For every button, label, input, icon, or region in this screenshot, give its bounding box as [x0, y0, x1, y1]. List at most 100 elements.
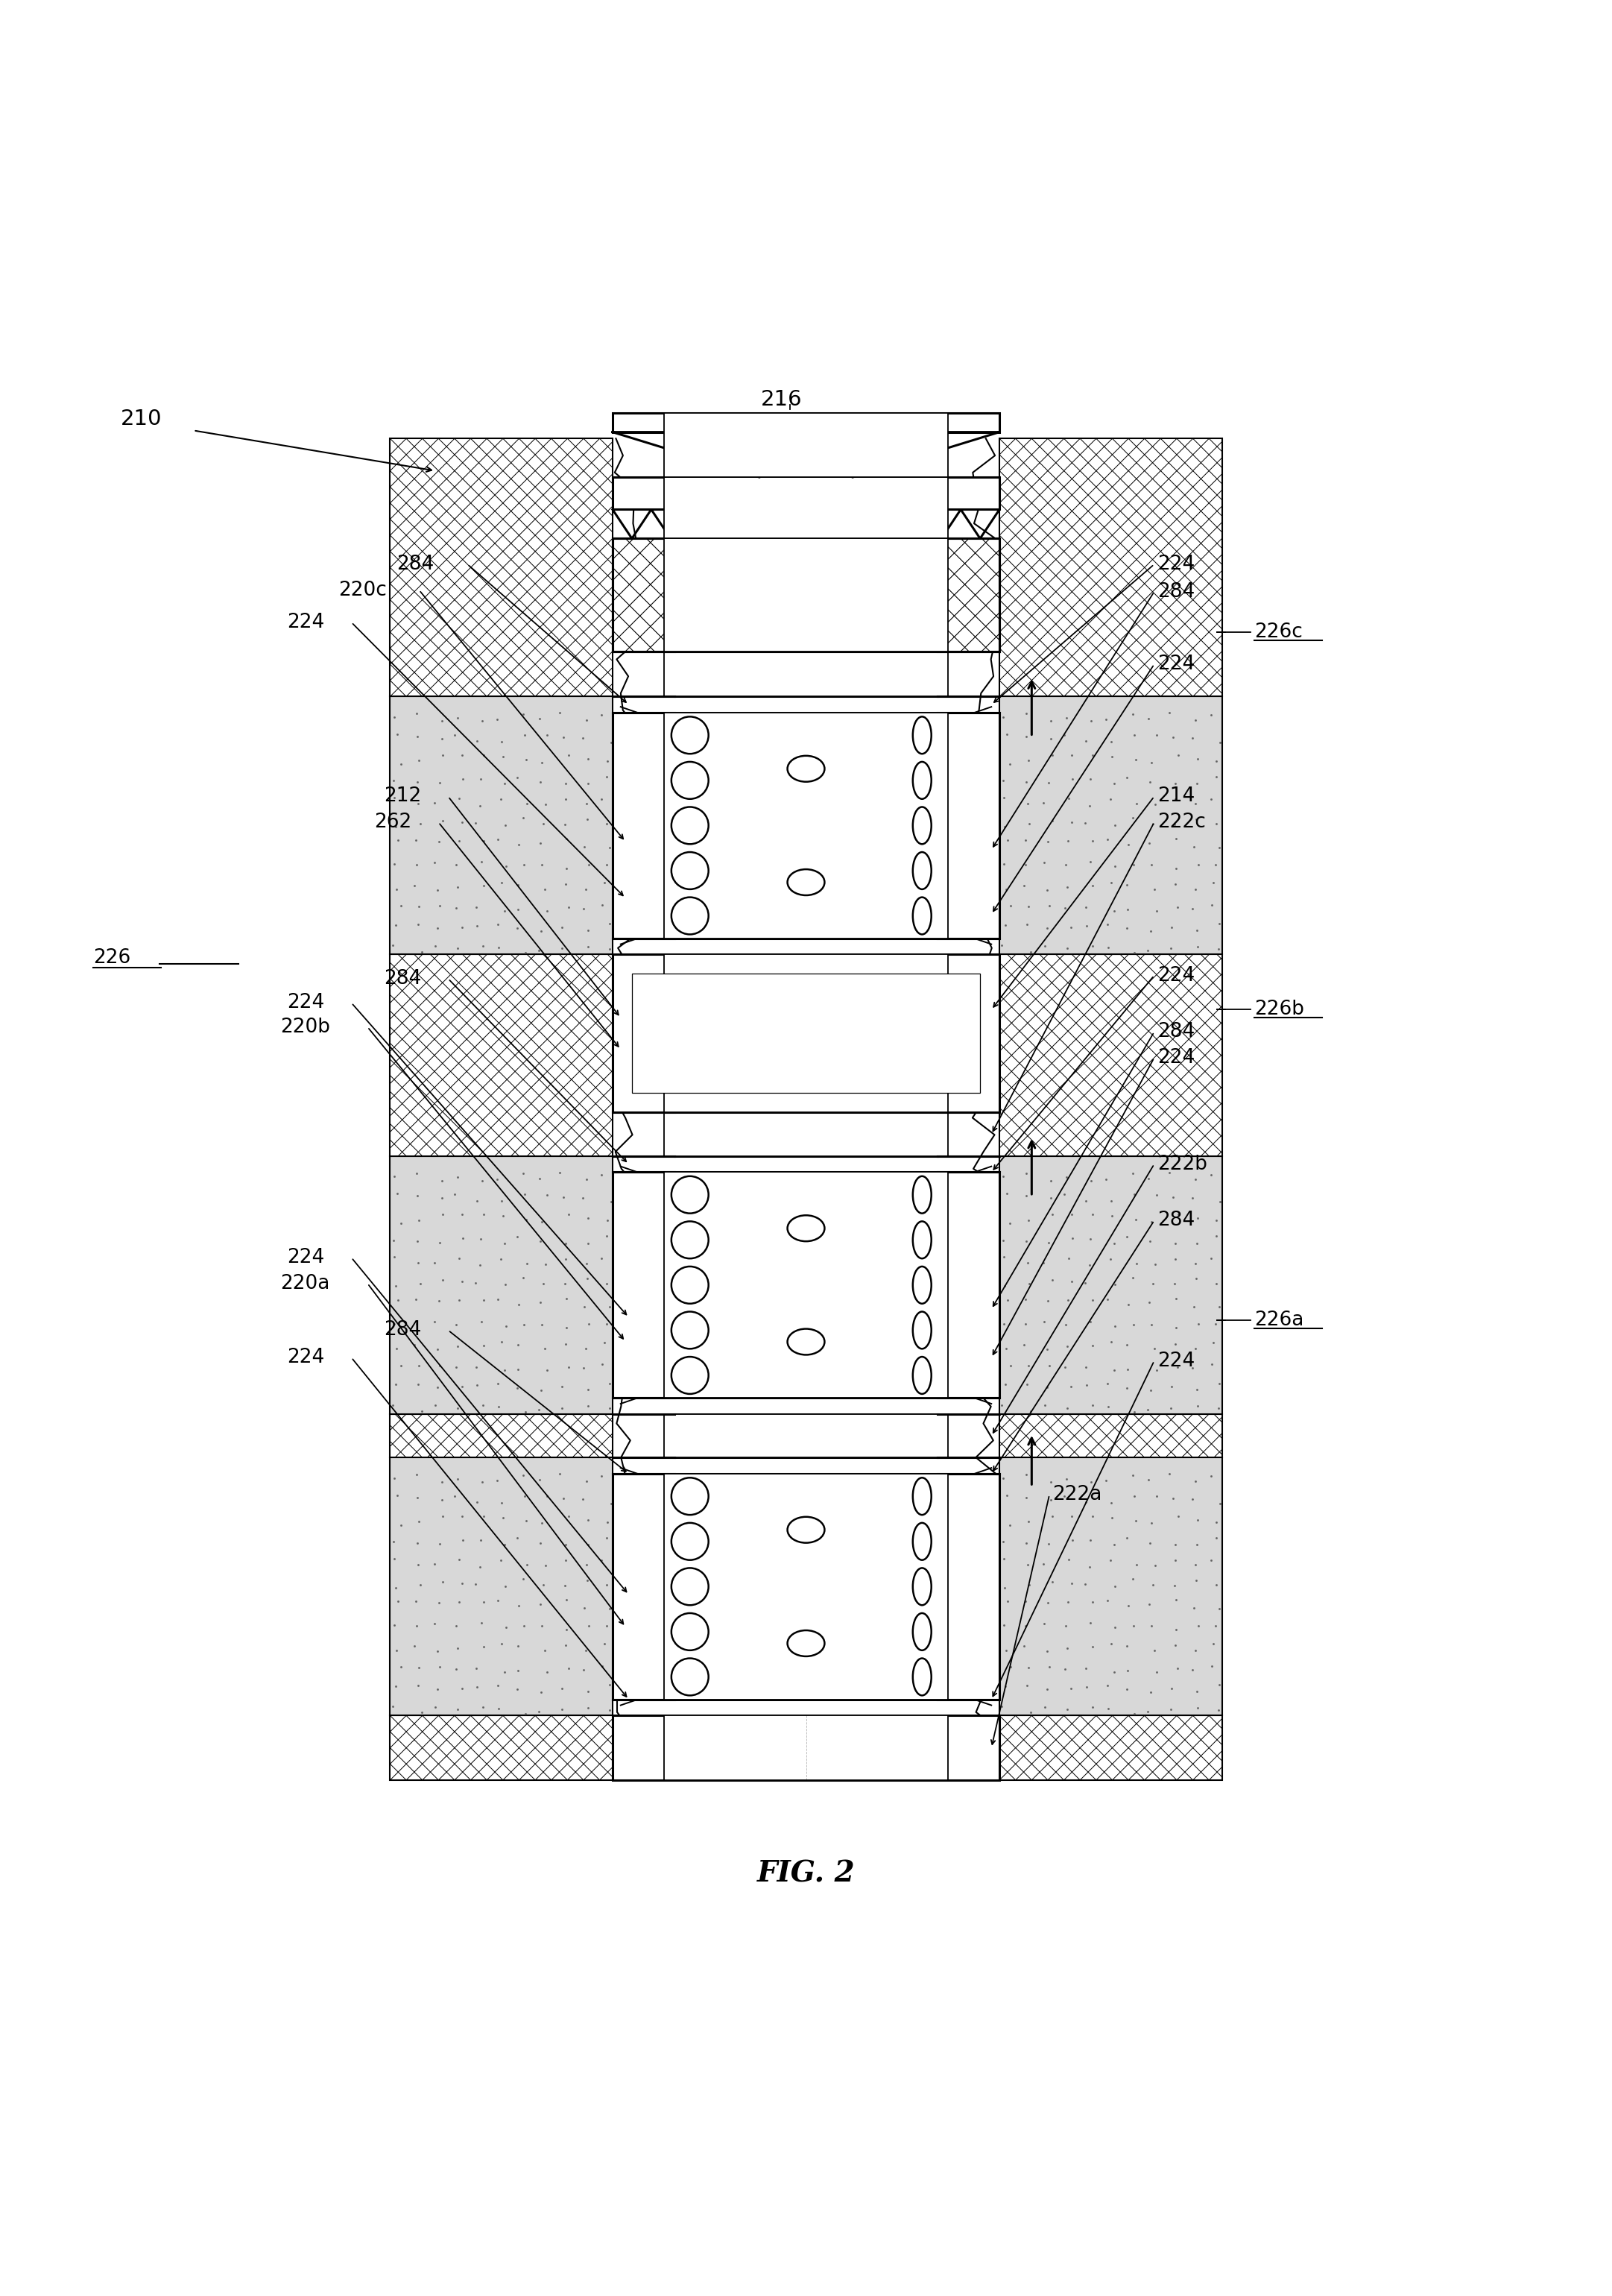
Text: 222c: 222c: [1157, 813, 1206, 831]
Bar: [999, 1157, 1222, 1414]
Circle shape: [671, 1311, 709, 1348]
Ellipse shape: [912, 898, 932, 934]
Circle shape: [671, 1221, 709, 1258]
Circle shape: [671, 1522, 709, 1559]
Text: 226: 226: [93, 948, 131, 967]
Bar: [664, 413, 948, 478]
Text: 224: 224: [1157, 1350, 1194, 1371]
Bar: [390, 1715, 613, 1779]
Text: 224: 224: [287, 1249, 324, 1267]
Text: 220b: 220b: [280, 1017, 330, 1038]
Circle shape: [671, 1479, 709, 1515]
Ellipse shape: [912, 1479, 932, 1515]
Text: 226a: 226a: [1254, 1311, 1304, 1329]
Bar: [999, 1715, 1222, 1779]
Ellipse shape: [912, 1221, 932, 1258]
Text: 224: 224: [287, 613, 324, 631]
Text: 220a: 220a: [280, 1274, 330, 1293]
Bar: [674, 1114, 938, 1157]
Bar: [613, 1173, 999, 1398]
Bar: [390, 955, 613, 1157]
Ellipse shape: [912, 1658, 932, 1694]
Text: 224: 224: [1157, 556, 1194, 574]
Circle shape: [671, 1614, 709, 1651]
Text: 284: 284: [397, 556, 434, 574]
Circle shape: [671, 898, 709, 934]
Ellipse shape: [787, 1215, 825, 1242]
Bar: [632, 974, 980, 1093]
Text: 210: 210: [121, 409, 163, 429]
Text: 224: 224: [1157, 1047, 1194, 1068]
Text: 224: 224: [1157, 654, 1194, 675]
Circle shape: [671, 1176, 709, 1212]
Text: 284: 284: [1157, 581, 1194, 602]
Bar: [613, 1715, 999, 1779]
Ellipse shape: [912, 806, 932, 845]
Bar: [664, 1715, 948, 1779]
Bar: [390, 439, 613, 696]
Text: 262: 262: [374, 813, 411, 831]
Bar: [390, 1157, 613, 1414]
Bar: [664, 1474, 948, 1699]
Bar: [664, 540, 948, 652]
Circle shape: [671, 1267, 709, 1304]
Text: FIG. 2: FIG. 2: [758, 1860, 854, 1887]
Bar: [999, 696, 1222, 955]
Polygon shape: [613, 432, 759, 478]
Ellipse shape: [787, 1518, 825, 1543]
Bar: [613, 1474, 999, 1699]
Bar: [999, 955, 1222, 1157]
Bar: [999, 1458, 1222, 1715]
Bar: [390, 696, 613, 955]
Bar: [613, 478, 999, 510]
Ellipse shape: [912, 1614, 932, 1651]
Text: 226b: 226b: [1254, 999, 1304, 1019]
Circle shape: [671, 1357, 709, 1394]
Bar: [674, 1414, 938, 1458]
Bar: [613, 413, 999, 432]
Text: 222b: 222b: [1157, 1155, 1207, 1173]
Text: 224: 224: [287, 1348, 324, 1368]
Bar: [664, 1173, 948, 1398]
Bar: [613, 540, 999, 652]
Text: 220c: 220c: [339, 581, 387, 599]
Text: 214: 214: [1157, 788, 1194, 806]
Bar: [674, 652, 938, 696]
Text: 284: 284: [384, 1320, 421, 1341]
Text: 224: 224: [1157, 967, 1194, 985]
Ellipse shape: [787, 1630, 825, 1655]
Ellipse shape: [912, 1357, 932, 1394]
Ellipse shape: [912, 852, 932, 889]
Bar: [999, 1414, 1222, 1458]
Bar: [664, 712, 948, 939]
Ellipse shape: [912, 1311, 932, 1348]
Ellipse shape: [912, 762, 932, 799]
Circle shape: [671, 1568, 709, 1605]
Circle shape: [671, 806, 709, 845]
Circle shape: [671, 852, 709, 889]
Polygon shape: [853, 432, 999, 478]
Circle shape: [671, 1658, 709, 1694]
Bar: [613, 955, 999, 1114]
Ellipse shape: [787, 870, 825, 895]
Bar: [613, 712, 999, 939]
Ellipse shape: [912, 1568, 932, 1605]
Bar: [664, 478, 948, 540]
Bar: [664, 652, 948, 696]
Text: 216: 216: [761, 390, 803, 411]
Text: 224: 224: [287, 994, 324, 1013]
Bar: [664, 1414, 948, 1458]
Bar: [664, 1114, 948, 1157]
Bar: [390, 1458, 613, 1715]
Circle shape: [671, 716, 709, 753]
Ellipse shape: [912, 1522, 932, 1559]
Ellipse shape: [912, 1267, 932, 1304]
Bar: [390, 1414, 613, 1458]
Ellipse shape: [912, 1176, 932, 1212]
Ellipse shape: [912, 716, 932, 753]
Text: 222a: 222a: [1053, 1486, 1103, 1504]
Bar: [999, 439, 1222, 696]
Circle shape: [671, 762, 709, 799]
Text: 212: 212: [384, 788, 421, 806]
Ellipse shape: [787, 755, 825, 781]
